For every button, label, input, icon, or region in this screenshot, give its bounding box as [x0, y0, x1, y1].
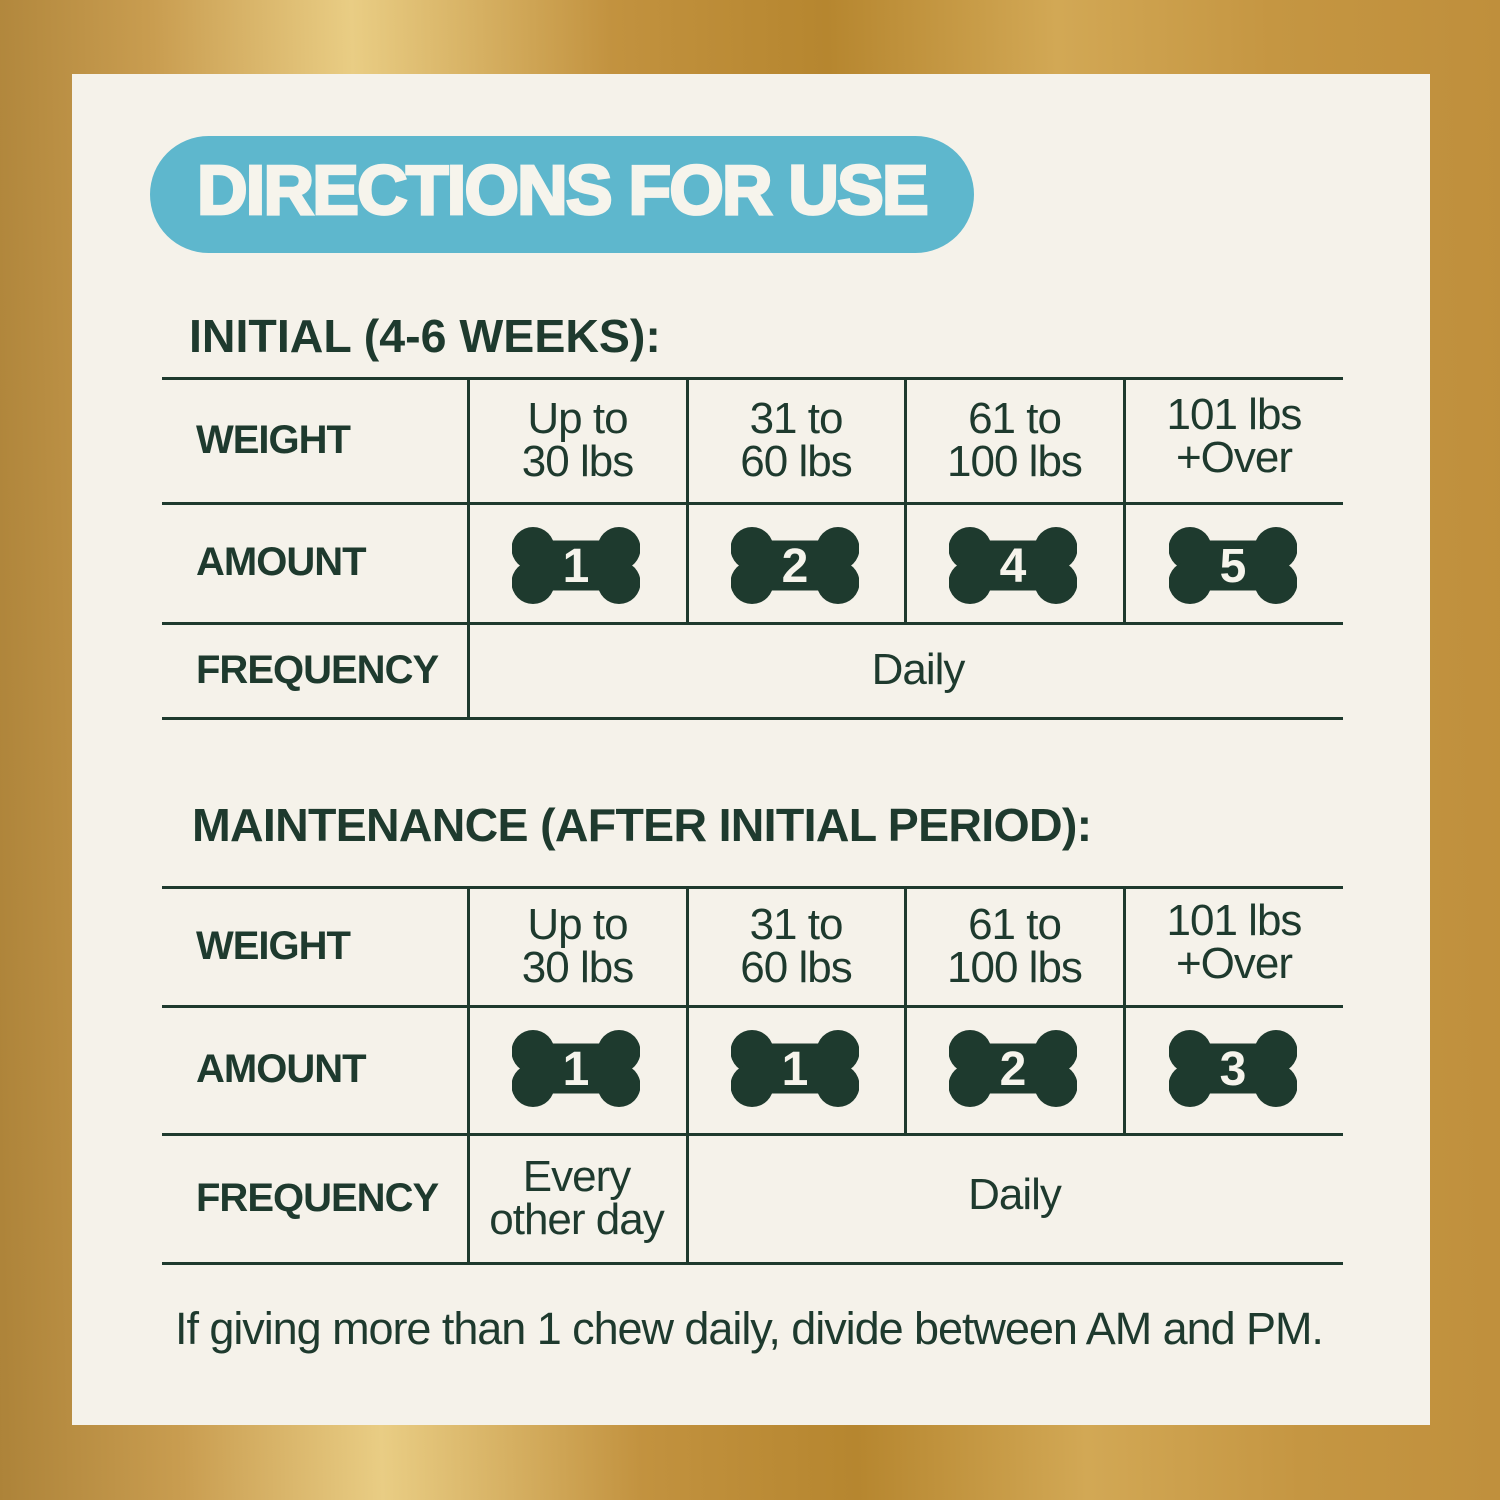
svg-text:1: 1 — [782, 1043, 809, 1096]
svg-text:1: 1 — [563, 540, 590, 593]
svg-text:4: 4 — [1000, 540, 1027, 593]
svg-text:3: 3 — [1220, 1043, 1247, 1096]
svg-text:2: 2 — [782, 540, 809, 593]
svg-text:5: 5 — [1220, 540, 1247, 593]
svg-text:1: 1 — [563, 1043, 590, 1096]
svg-text:2: 2 — [1000, 1043, 1027, 1096]
